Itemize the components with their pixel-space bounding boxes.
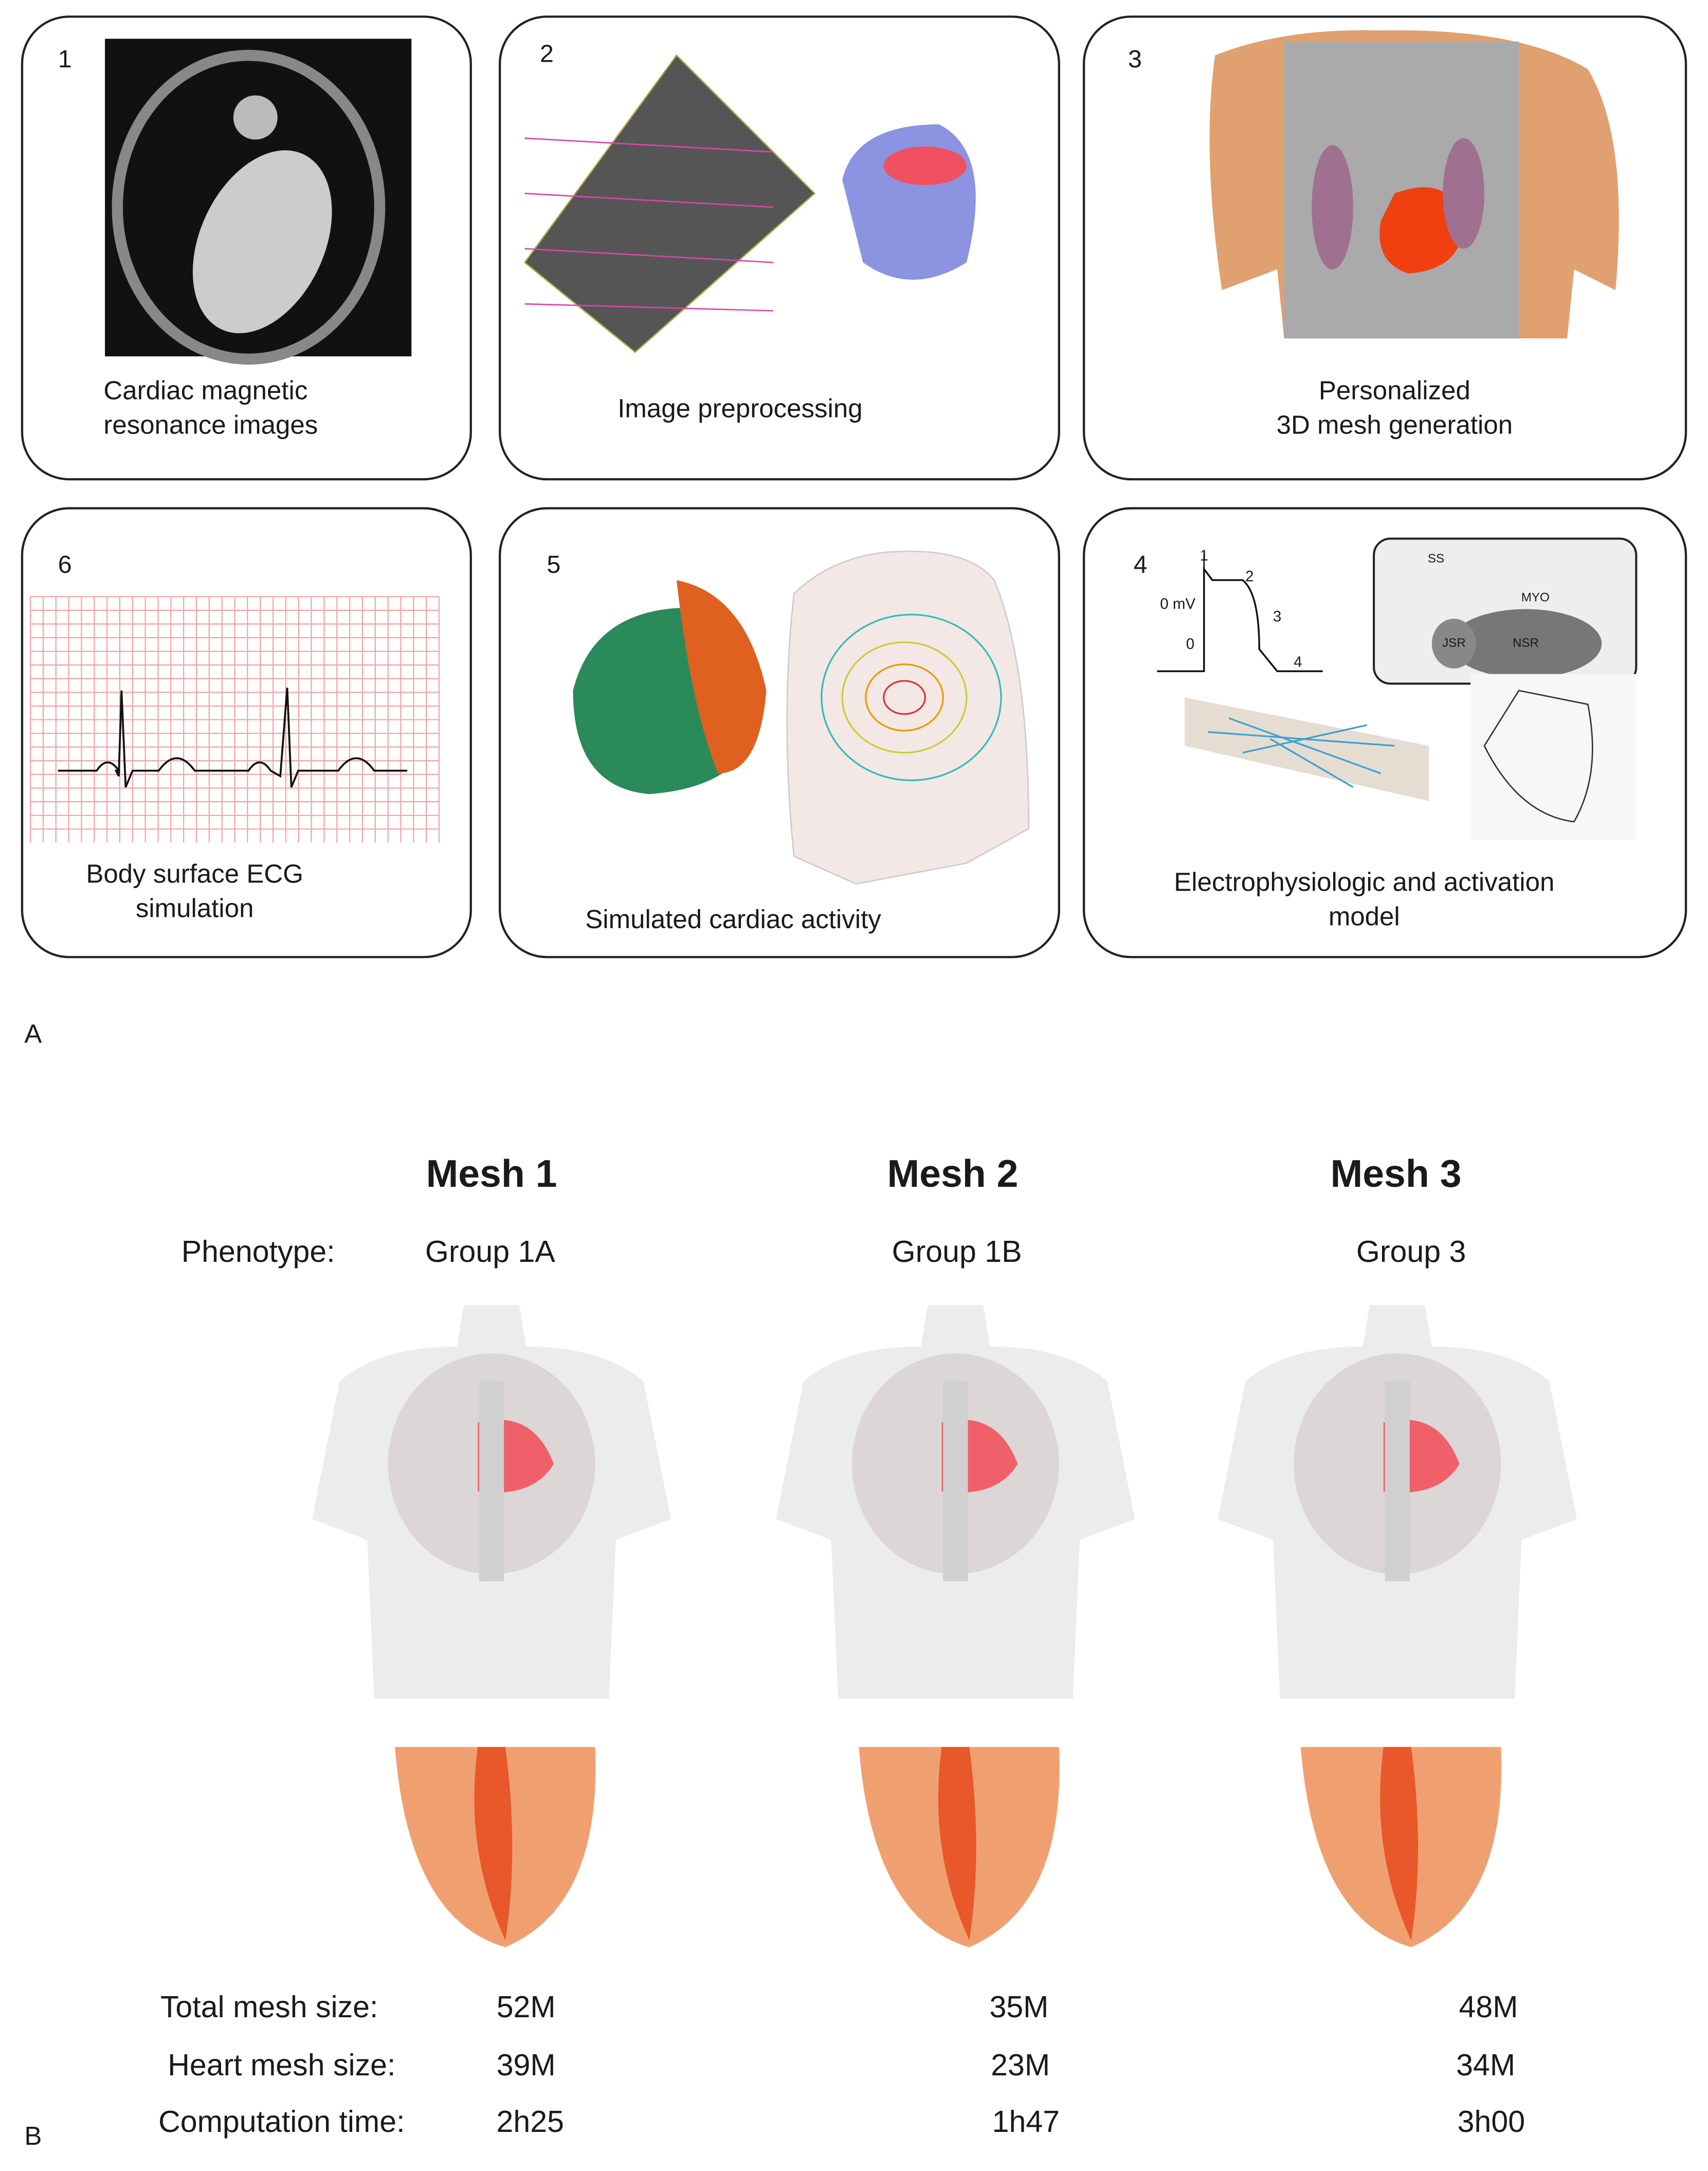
model-label: 4 [1294,654,1302,671]
mesh-value: 2h25 [497,2105,564,2139]
mesh-value: 35M [989,1990,1048,2024]
mesh-value: 23M [991,2048,1050,2082]
caption: simulation [136,893,254,922]
caption: Simulated cardiac activity [585,904,881,934]
model-label: 0 [1186,636,1194,653]
model-label: MYO [1521,590,1550,604]
illustrations [21,15,1687,1947]
ecg-grid [30,596,440,843]
isopotential-lines [821,613,1002,782]
mesh-value: 39M [497,2048,556,2082]
septum [938,1747,976,1941]
mesh-value: 52M [497,1990,556,2024]
model-label: 3 [1273,608,1281,625]
phenotype: Group 1A [425,1235,555,1269]
heart-model-top [883,146,967,186]
septum [1380,1747,1419,1941]
nsr [1449,609,1602,678]
ecg-trace [58,688,408,788]
lung [1443,138,1484,249]
mesh-title: Mesh 3 [1331,1152,1462,1195]
heart-sketch [1483,690,1593,823]
mesh-title: Mesh 2 [887,1152,1019,1195]
caption: Cardiac magnetic [103,375,307,405]
panel-label: B [24,2121,42,2150]
model-label: NSR [1513,636,1539,650]
heart-sketch-bg [1470,674,1637,840]
panel-number: 3 [1128,45,1142,73]
panel-box [21,507,472,958]
heart-mesh [1379,187,1464,274]
labels: 1 Cardiac magnetic resonance images 2 Image … [24,40,1554,2150]
caption: Image preprocessing [617,393,862,423]
phenotype: Group 3 [1356,1235,1466,1269]
lung [1312,145,1353,269]
panel-number: 2 [540,40,554,67]
contours [524,137,773,312]
panel-number: 5 [547,551,560,578]
row-label: Heart mesh size: [168,2048,395,2082]
phenotype: Group 1B [892,1235,1022,1269]
fibers [1208,717,1395,788]
mesh-value: 1h47 [992,2105,1060,2139]
model-label: 0 mV [1160,595,1195,612]
model-label: 1 [1200,547,1208,564]
spine [1385,1381,1410,1582]
mri-heart [192,150,332,334]
model-label: SS [1428,552,1444,566]
panel-number: 4 [1134,551,1148,578]
action-potential [1157,566,1323,673]
panel-number: 1 [58,45,72,73]
panel-number: 6 [58,551,72,578]
heart-model [842,124,976,280]
row-label: Total mesh size: [160,1990,378,2024]
caption: Body surface ECG [86,859,303,888]
mesh-value: 3h00 [1458,2105,1525,2139]
mesh-title: Mesh 1 [426,1152,557,1195]
model-label: JSR [1442,636,1466,650]
caption: Electrophysiologic and activation [1174,867,1554,896]
torso-potential [786,550,1030,885]
heart-activation [676,580,767,774]
row-label: Computation time: [158,2105,405,2139]
mesh-value: 48M [1459,1990,1518,2024]
jsr [1431,619,1476,668]
mri-aorta [233,95,278,140]
mesh-illustrations [312,1305,1577,1947]
mri-ring [112,49,386,365]
row-label: Phenotype: [181,1235,335,1269]
mesh-value: 34M [1456,2048,1515,2082]
mri-slice [523,54,816,353]
septum [474,1747,513,1941]
caption: model [1329,902,1400,931]
spine [479,1381,504,1582]
model-label: 2 [1245,568,1253,585]
panel-label: A [24,1019,42,1048]
spine [943,1381,968,1582]
caption: 3D mesh generation [1277,410,1513,439]
fiber-slab [1185,697,1429,801]
caption: resonance images [103,410,318,439]
caption: Personalized [1319,375,1470,405]
